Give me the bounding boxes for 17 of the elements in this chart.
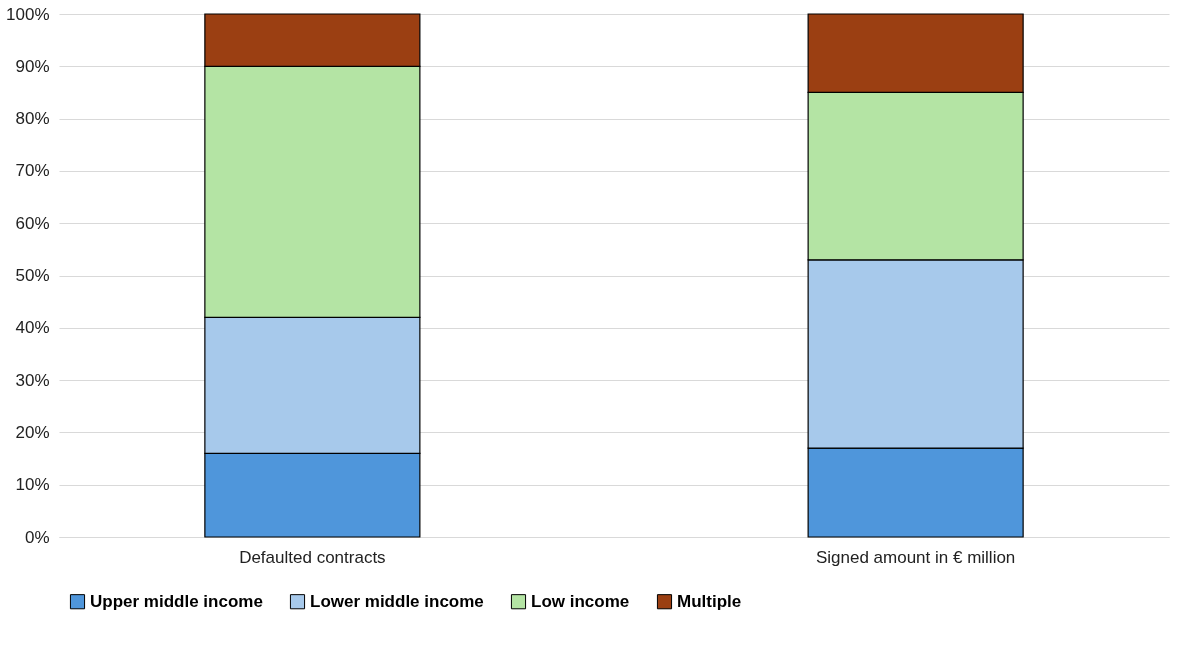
legend-label: Low income: [531, 591, 630, 611]
y-tick-label: 100%: [6, 4, 50, 24]
y-tick-label: 80%: [15, 109, 50, 129]
y-tick-label: 50%: [15, 266, 50, 285]
y-tick-label: 70%: [15, 161, 50, 181]
y-tick-label: 90%: [15, 56, 50, 76]
legend-label: Lower middle income: [310, 591, 484, 611]
legend-label: Upper middle income: [90, 591, 263, 611]
y-tick-label: 10%: [15, 475, 50, 495]
y-tick-label: 40%: [15, 318, 50, 338]
x-tick-label: Signed amount in € million: [815, 547, 1016, 567]
x-tick-label: Defaulted contracts: [239, 547, 386, 567]
legend-label: Multiple: [677, 591, 742, 611]
y-tick-label: 60%: [15, 213, 50, 233]
y-tick-label: 0%: [24, 527, 50, 547]
y-tick-label: 30%: [15, 370, 50, 390]
y-tick-label: 20%: [15, 422, 50, 442]
